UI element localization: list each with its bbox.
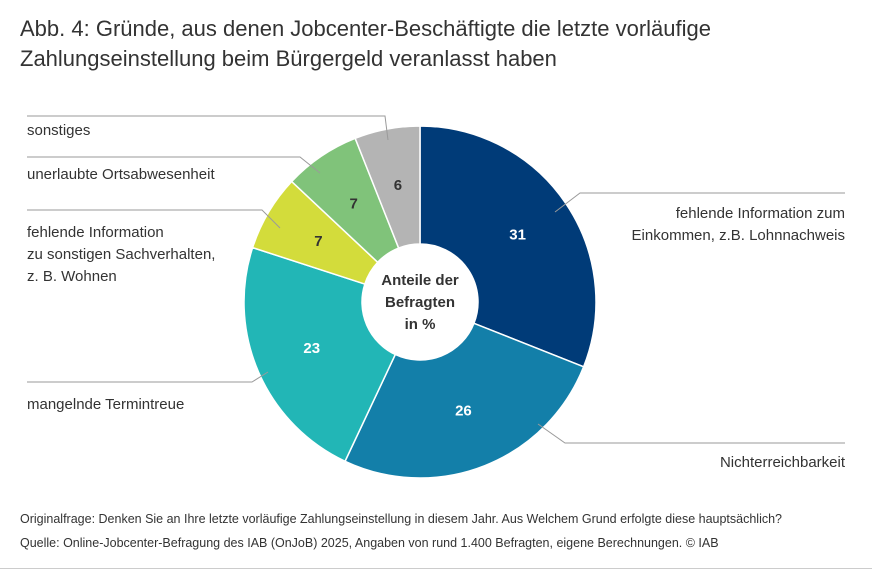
category-label: sonstiges bbox=[27, 122, 91, 139]
value-label: 7 bbox=[350, 195, 358, 212]
value-label: 7 bbox=[314, 233, 322, 250]
value-label: 6 bbox=[394, 177, 402, 194]
category-label: Nichterreichbarkeit bbox=[719, 454, 845, 471]
chart-title: Abb. 4: Gründe, aus denen Jobcenter-Besc… bbox=[20, 16, 711, 71]
category-label: fehlende Information zum Einkommen, z.B.… bbox=[631, 205, 845, 244]
donut-slice bbox=[344, 322, 585, 479]
donut-slice bbox=[243, 246, 397, 463]
category-label: fehlende Information zu sonstigen Sachve… bbox=[27, 224, 216, 285]
category-label: unerlaubte Ortsabwesenheit bbox=[27, 166, 215, 183]
leader-line bbox=[27, 209, 281, 229]
footnote: Quelle: Online-Jobcenter-Befragung des I… bbox=[20, 536, 719, 550]
value-label: 23 bbox=[303, 340, 320, 357]
leader-line bbox=[27, 156, 321, 174]
donut-slice bbox=[354, 125, 421, 250]
category-label: mangelnde Termintreue bbox=[27, 396, 185, 413]
center-label: Anteile der Befragten in % bbox=[381, 272, 459, 333]
value-label: 31 bbox=[509, 227, 526, 244]
leader-line bbox=[27, 115, 389, 141]
bottom-rule bbox=[0, 568, 872, 569]
donut-slice bbox=[419, 125, 597, 368]
leader-line bbox=[537, 423, 845, 444]
footnote: Originalfrage: Denken Sie an Ihre letzte… bbox=[20, 512, 783, 526]
leader-line bbox=[27, 371, 269, 383]
leader-line bbox=[554, 192, 845, 213]
value-label: 26 bbox=[455, 403, 472, 420]
